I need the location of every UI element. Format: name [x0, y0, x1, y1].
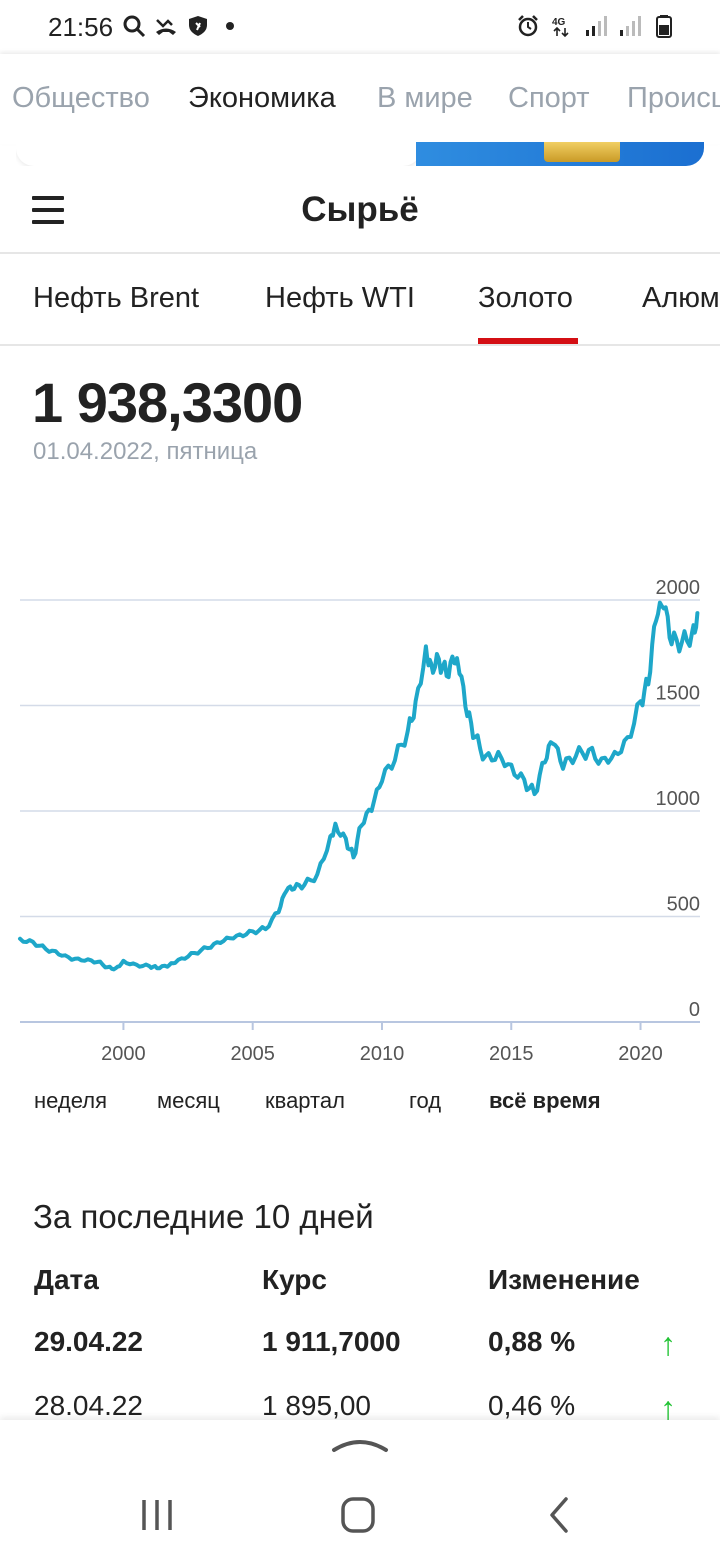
- period-month[interactable]: месяц: [157, 1088, 220, 1113]
- dot-icon: [226, 22, 234, 30]
- row-date: 29.04.22: [34, 1326, 143, 1357]
- recent-apps-icon[interactable]: [128, 1490, 188, 1540]
- x-tick-label: 2000: [101, 1043, 146, 1065]
- status-left-icons: [122, 14, 242, 38]
- gold-price-chart[interactable]: 0 500 1000 1500 2000 2000 2005 2010 2015 2020: [0, 560, 720, 1080]
- signal-icon: [620, 16, 641, 36]
- active-tab-indicator: [478, 338, 578, 344]
- promo-banner[interactable]: [16, 142, 704, 166]
- table-title: За последние 10 дней: [33, 1198, 374, 1235]
- x-tick-label: 2015: [489, 1043, 534, 1065]
- arrow-up-icon: ↑: [660, 1390, 676, 1426]
- news-rubrics-bar: Общество Экономика В мире Спорт Происшес…: [0, 54, 720, 144]
- x-tick-label: 2005: [230, 1043, 275, 1065]
- row-change: 0,46 %: [488, 1390, 576, 1421]
- price-series-line: [18, 600, 700, 972]
- shield-icon: [189, 16, 207, 36]
- search-icon: [123, 15, 146, 38]
- row-rate: 1 895,00: [262, 1390, 371, 1421]
- y-tick-label: 1500: [656, 683, 701, 705]
- row-rate: 1 911,7000: [262, 1326, 401, 1357]
- price-date: 01.04.2022, пятница: [33, 438, 258, 465]
- commodity-tabs: Нефть Brent Нефть WTI Золото Алюминий: [0, 256, 720, 346]
- chevron-up-icon[interactable]: [330, 1434, 390, 1454]
- tab-gold[interactable]: Золото: [478, 282, 573, 314]
- status-right-icons: 4G: [516, 14, 676, 38]
- alarm-icon: [518, 15, 538, 37]
- x-tick-label: 2010: [360, 1043, 405, 1065]
- tab-wti[interactable]: Нефть WTI: [265, 282, 415, 314]
- column-header-date: Дата: [34, 1264, 99, 1295]
- period-year[interactable]: год: [409, 1088, 442, 1113]
- table-row: 28.04.22 1 895,00 0,46 % ↑: [0, 1390, 720, 1450]
- period-selector: неделя месяц квартал год всё время: [0, 1088, 720, 1128]
- signal-icon: [586, 16, 607, 36]
- column-header-change: Изменение: [488, 1264, 640, 1295]
- row-date: 28.04.22: [34, 1390, 143, 1421]
- tab-aluminium[interactable]: Алюминий: [642, 282, 720, 314]
- y-tick-label: 500: [667, 894, 700, 916]
- back-icon[interactable]: [530, 1490, 590, 1540]
- home-icon[interactable]: [328, 1490, 388, 1540]
- system-navigation-bar: [0, 1420, 720, 1560]
- hamburger-menu-icon[interactable]: [32, 196, 64, 224]
- period-all-time[interactable]: всё время: [489, 1088, 601, 1113]
- row-change: 0,88 %: [488, 1326, 576, 1357]
- page-header: Сырьё: [0, 168, 720, 254]
- rubric-sport[interactable]: Спорт: [508, 82, 590, 114]
- gold-bar-image: [544, 142, 620, 162]
- battery-icon: [656, 15, 672, 38]
- y-tick-label: 0: [689, 999, 700, 1021]
- status-time: 21:56: [48, 12, 114, 42]
- period-week[interactable]: неделя: [34, 1088, 107, 1113]
- rubric-society[interactable]: Общество: [12, 82, 150, 114]
- svg-text:4G: 4G: [552, 17, 566, 28]
- rubric-economy[interactable]: Экономика: [188, 82, 336, 114]
- x-tick-label: 2020: [618, 1043, 663, 1065]
- promo-banner-card: [16, 142, 421, 166]
- arrow-up-icon: ↑: [660, 1326, 676, 1362]
- 4g-icon: 4G: [552, 17, 569, 38]
- missed-call-icon: [156, 19, 176, 35]
- y-tick-label: 1000: [656, 788, 701, 810]
- y-tick-label: 2000: [656, 577, 701, 599]
- rubric-incidents[interactable]: Происшествия: [627, 82, 720, 114]
- tab-brent[interactable]: Нефть Brent: [33, 282, 200, 314]
- column-header-rate: Курс: [262, 1264, 327, 1295]
- page-title: Сырьё: [301, 190, 419, 229]
- rubric-world[interactable]: В мире: [377, 82, 473, 114]
- table-row: 29.04.22 1 911,7000 0,88 % ↑: [0, 1326, 720, 1386]
- current-price: 1 938,3300: [32, 371, 303, 434]
- period-quarter[interactable]: квартал: [265, 1088, 345, 1113]
- status-bar: 21:56 4G: [0, 0, 720, 52]
